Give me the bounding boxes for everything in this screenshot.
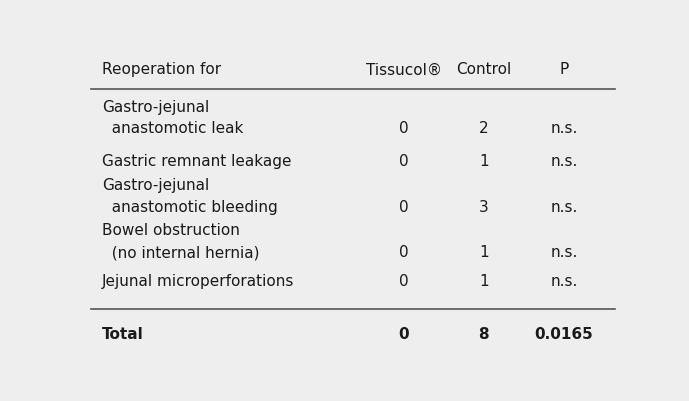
- Text: 0: 0: [399, 245, 409, 259]
- Text: n.s.: n.s.: [551, 245, 577, 259]
- Text: Jejunal microperforations: Jejunal microperforations: [102, 274, 294, 289]
- Text: (no internal hernia): (no internal hernia): [102, 245, 260, 259]
- Text: Tissucol®: Tissucol®: [366, 62, 442, 77]
- Text: anastomotic bleeding: anastomotic bleeding: [102, 200, 278, 215]
- Text: 0: 0: [398, 326, 409, 341]
- Text: Bowel obstruction: Bowel obstruction: [102, 223, 240, 238]
- Text: n.s.: n.s.: [551, 200, 577, 215]
- Text: 2: 2: [479, 121, 489, 136]
- Text: Total: Total: [102, 326, 144, 341]
- Text: P: P: [559, 62, 568, 77]
- Text: 8: 8: [479, 326, 489, 341]
- Text: anastomotic leak: anastomotic leak: [102, 121, 243, 136]
- Text: 0: 0: [399, 200, 409, 215]
- Text: Control: Control: [456, 62, 511, 77]
- Text: n.s.: n.s.: [551, 274, 577, 289]
- Text: Gastro-jejunal: Gastro-jejunal: [102, 99, 209, 114]
- Text: n.s.: n.s.: [551, 153, 577, 168]
- Text: 3: 3: [479, 200, 489, 215]
- Text: n.s.: n.s.: [551, 121, 577, 136]
- Text: 0.0165: 0.0165: [535, 326, 593, 341]
- Text: Reoperation for: Reoperation for: [102, 62, 221, 77]
- Text: Gastro-jejunal: Gastro-jejunal: [102, 178, 209, 193]
- Text: Gastric remnant leakage: Gastric remnant leakage: [102, 153, 291, 168]
- Text: 1: 1: [479, 153, 489, 168]
- Text: 1: 1: [479, 274, 489, 289]
- Text: 0: 0: [399, 153, 409, 168]
- Text: 0: 0: [399, 121, 409, 136]
- Text: 1: 1: [479, 245, 489, 259]
- Text: 0: 0: [399, 274, 409, 289]
